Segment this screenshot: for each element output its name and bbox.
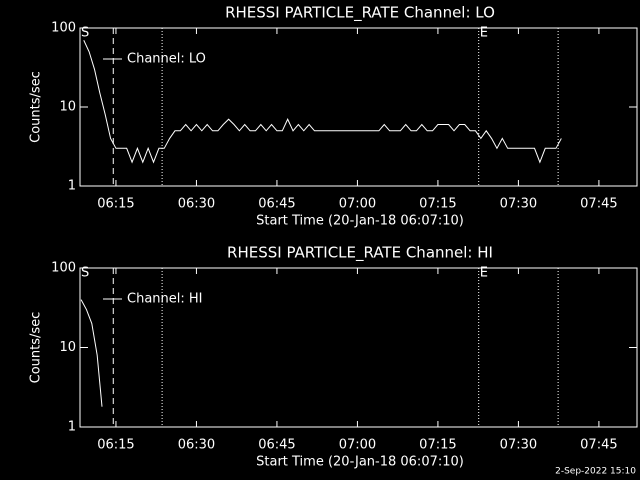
x-tick-label: 07:00 bbox=[339, 197, 376, 212]
x-tick-label: 07:45 bbox=[580, 197, 617, 212]
x-tick-label: 06:30 bbox=[178, 197, 215, 212]
y-tick-label: 100 bbox=[51, 261, 76, 276]
series-line bbox=[80, 299, 103, 407]
x-tick-label: 07:15 bbox=[419, 438, 456, 453]
footer: 2-Sep-2022 15:10 bbox=[555, 467, 636, 477]
x-tick-label: 06:30 bbox=[178, 438, 215, 453]
x-tick-label: 06:15 bbox=[97, 438, 134, 453]
x-tick-label: 07:30 bbox=[500, 438, 537, 453]
x-axis-label: Start Time (20-Jan-18 06:07:10) bbox=[256, 214, 464, 229]
y-tick-label: 10 bbox=[59, 100, 76, 115]
x-tick-label: 07:45 bbox=[580, 438, 617, 453]
x-axis-label: Start Time (20-Jan-18 06:07:10) bbox=[256, 455, 464, 470]
annotation: S bbox=[81, 26, 89, 41]
annotation: E bbox=[480, 266, 488, 281]
x-tick-label: 06:15 bbox=[97, 197, 134, 212]
y-tick-label: 1 bbox=[68, 179, 76, 194]
series-line bbox=[83, 40, 562, 164]
y-axis-label: Counts/sec bbox=[29, 71, 44, 143]
annotation: S bbox=[81, 266, 89, 281]
legend-label: Channel: LO bbox=[127, 52, 206, 67]
x-tick-label: 07:30 bbox=[500, 197, 537, 212]
x-tick-label: 07:15 bbox=[419, 197, 456, 212]
y-tick-label: 10 bbox=[59, 340, 76, 355]
x-tick-label: 06:45 bbox=[258, 438, 295, 453]
annotation: E bbox=[480, 26, 488, 41]
chart-title: RHESSI PARTICLE_RATE Channel: LO bbox=[225, 4, 495, 23]
x-tick-label: 07:00 bbox=[339, 438, 376, 453]
y-tick-label: 100 bbox=[51, 21, 76, 36]
chart-title: RHESSI PARTICLE_RATE Channel: HI bbox=[227, 244, 493, 263]
x-tick-label: 06:45 bbox=[258, 197, 295, 212]
legend-label: Channel: HI bbox=[127, 292, 203, 307]
y-tick-label: 1 bbox=[68, 420, 76, 435]
y-axis-label: Counts/sec bbox=[29, 312, 44, 384]
